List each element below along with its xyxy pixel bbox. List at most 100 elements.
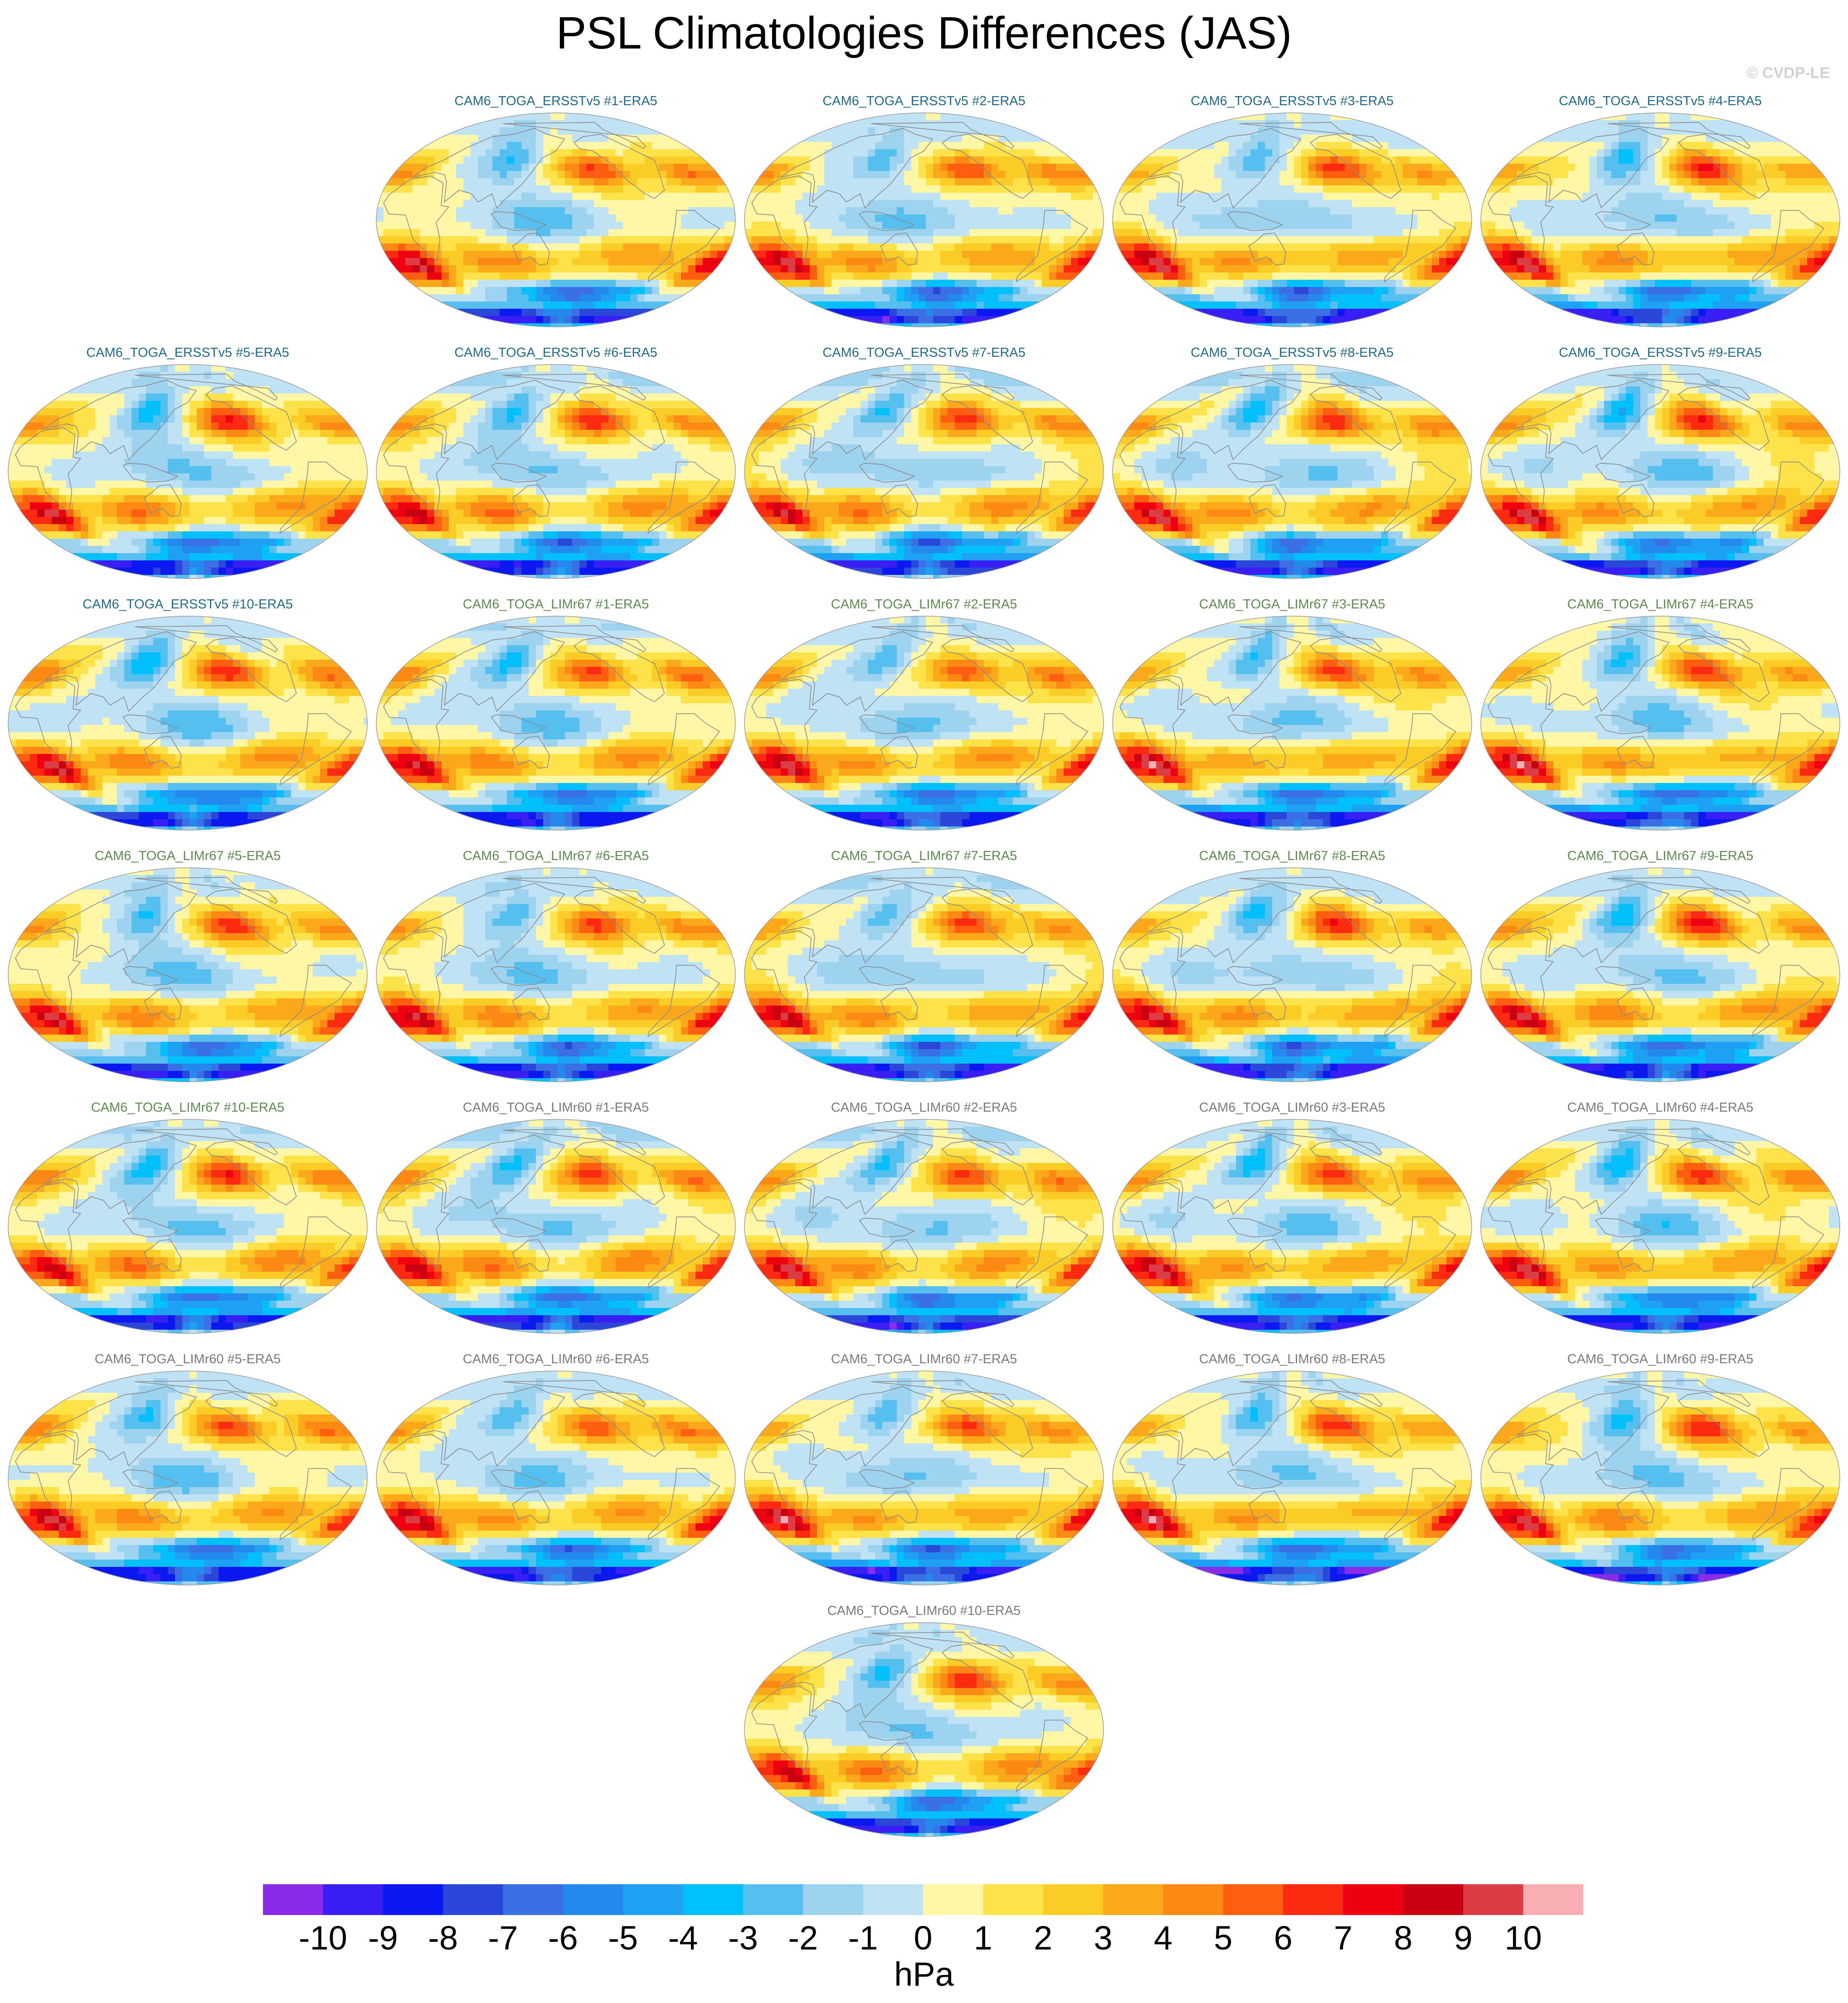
coastline-africa — [383, 679, 450, 766]
coastline-australia — [1616, 735, 1654, 769]
robinson-map — [1112, 1371, 1472, 1585]
map-panel: CAM6_TOGA_LIMr67 #9-ERA5 — [1479, 848, 1842, 1084]
map-panel: CAM6_TOGA_LIMr67 #5-ERA5 — [6, 848, 369, 1084]
coastline-eurasia — [1148, 1386, 1302, 1467]
robinson-map — [1480, 364, 1840, 579]
colorbar-tick-label: -7 — [488, 1919, 518, 1957]
coastline-greenland — [503, 374, 646, 401]
coastline-eurasia — [780, 1134, 934, 1215]
coastline-greenland — [871, 1632, 1014, 1659]
continent-outlines — [1488, 1128, 1824, 1289]
coastline-australia — [880, 484, 918, 517]
coastline-north-america — [942, 1643, 1033, 1709]
coastline-north-america — [1310, 385, 1401, 451]
coastline-north-america — [574, 637, 665, 702]
coastline-south-america — [647, 713, 720, 786]
coastline-eurasia — [1148, 631, 1302, 712]
coastline-africa — [751, 1182, 818, 1269]
coastline-maritime-continent — [859, 462, 915, 483]
colorbar — [263, 1884, 1583, 1915]
continent-outlines — [1488, 122, 1824, 283]
coastline-greenland — [503, 625, 646, 652]
coastline-africa — [15, 427, 82, 514]
robinson-map — [744, 1371, 1104, 1585]
panel-title: CAM6_TOGA_ERSSTv5 #7-ERA5 — [743, 345, 1105, 361]
coastline-africa — [383, 1182, 450, 1269]
colorbar-swatch — [1463, 1884, 1524, 1915]
map-border — [1112, 1119, 1472, 1334]
coastline-eurasia — [780, 883, 934, 964]
coastline-maritime-continent — [1595, 714, 1652, 734]
coastline-africa — [1488, 175, 1554, 263]
coastline-maritime-continent — [1595, 211, 1652, 231]
coastline-greenland — [1239, 122, 1382, 149]
map-panel: CAM6_TOGA_LIMr60 #4-ERA5 — [1479, 1099, 1842, 1335]
coastline-maritime-continent — [1227, 1217, 1284, 1238]
coastline-australia — [512, 484, 550, 517]
continent-outlines — [383, 625, 720, 786]
coastline-australia — [512, 987, 550, 1021]
coastline-north-america — [942, 1392, 1033, 1457]
map-border — [744, 364, 1104, 579]
panel-title: CAM6_TOGA_LIMr67 #6-ERA5 — [374, 848, 737, 864]
colorbar-swatch — [1343, 1884, 1404, 1915]
coastline-greenland — [503, 1128, 646, 1156]
colorbar-tick-label: 4 — [1154, 1919, 1172, 1957]
coastline-north-america — [1310, 889, 1401, 954]
coastline-africa — [15, 930, 82, 1017]
panel-title: CAM6_TOGA_LIMr67 #3-ERA5 — [1111, 596, 1474, 613]
map-border — [1112, 364, 1472, 579]
coastline-south-america — [1016, 462, 1088, 535]
coastline-australia — [1616, 1239, 1654, 1272]
coastline-north-america — [574, 1392, 665, 1457]
panel-title: CAM6_TOGA_LIMr60 #7-ERA5 — [743, 1351, 1105, 1367]
coastline-greenland — [871, 625, 1014, 652]
coastline-greenland — [1239, 1380, 1382, 1407]
coastline-greenland — [135, 1128, 278, 1156]
coastline-africa — [1119, 427, 1186, 514]
coastline-south-america — [1016, 210, 1088, 283]
coastline-north-america — [205, 1140, 297, 1206]
map-border — [744, 1622, 1104, 1837]
robinson-map — [744, 616, 1104, 831]
coastline-maritime-continent — [1227, 211, 1284, 231]
continent-outlines — [1488, 625, 1824, 786]
map-panel: CAM6_TOGA_ERSSTv5 #4-ERA5 — [1479, 93, 1842, 329]
coastline-australia — [880, 1490, 918, 1524]
coastline-africa — [383, 930, 450, 1017]
coastline-maritime-continent — [1227, 714, 1284, 734]
coastline-africa — [1488, 427, 1554, 514]
coastline-greenland — [871, 877, 1014, 904]
coastline-eurasia — [44, 883, 197, 964]
coastline-greenland — [135, 877, 278, 904]
coastline-australia — [880, 735, 918, 769]
colorbar-swatch — [983, 1884, 1044, 1915]
panel-title: CAM6_TOGA_ERSSTv5 #6-ERA5 — [374, 345, 737, 361]
coastline-maritime-continent — [122, 714, 179, 734]
map-panel: CAM6_TOGA_LIMr60 #8-ERA5 — [1111, 1351, 1474, 1587]
coastline-south-america — [279, 1216, 352, 1289]
robinson-map — [8, 1371, 368, 1585]
continent-outlines — [751, 1380, 1088, 1541]
colorbar-swatch — [743, 1884, 803, 1915]
map-panel: CAM6_TOGA_LIMr60 #5-ERA5 — [6, 1351, 369, 1587]
continent-outlines — [1119, 625, 1456, 786]
robinson-map — [1480, 867, 1840, 1082]
coastline-eurasia — [412, 379, 565, 461]
map-panel: CAM6_TOGA_ERSSTv5 #9-ERA5 — [1479, 345, 1842, 580]
colorbar-tick-label: -10 — [299, 1919, 347, 1957]
coastline-australia — [1616, 484, 1654, 517]
coastline-africa — [751, 679, 818, 766]
coastline-maritime-continent — [491, 714, 547, 734]
map-panel: CAM6_TOGA_ERSSTv5 #3-ERA5 — [1111, 93, 1474, 329]
colorbar-swatch — [263, 1884, 323, 1915]
continent-outlines — [1488, 1380, 1824, 1541]
coastline-greenland — [503, 1380, 646, 1407]
colorbar-tick-label: -3 — [728, 1919, 758, 1957]
coastline-eurasia — [780, 128, 934, 209]
coastline-north-america — [1678, 134, 1770, 199]
panel-title: CAM6_TOGA_LIMr60 #3-ERA5 — [1111, 1099, 1474, 1116]
coastline-africa — [1488, 1434, 1554, 1521]
map-border — [376, 112, 736, 327]
coastline-australia — [512, 735, 550, 769]
